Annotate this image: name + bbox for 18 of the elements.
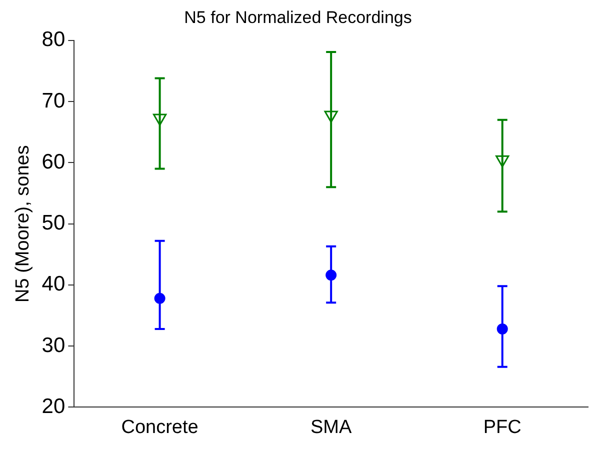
y-tick-label: 60 <box>42 150 66 174</box>
y-axis-title: N5 (Moore), sones <box>12 145 34 302</box>
y-tick-label: 30 <box>42 334 66 357</box>
x-tick-label: PFC <box>483 416 522 438</box>
y-tick-label: 50 <box>42 212 66 235</box>
point <box>326 270 337 281</box>
point <box>152 114 167 126</box>
x-tick-label: Concrete <box>121 416 198 438</box>
point <box>496 155 510 168</box>
x-tick-label: SMA <box>310 416 352 438</box>
y-tick-label: 20 <box>42 394 66 418</box>
point <box>324 110 338 123</box>
point <box>154 292 166 304</box>
point <box>496 323 508 334</box>
chart-title: N5 for Normalized Recordings <box>184 8 412 27</box>
y-tick-label: 70 <box>42 89 66 112</box>
y-tick-label: 40 <box>42 272 66 296</box>
y-tick-label: 80 <box>42 28 66 52</box>
